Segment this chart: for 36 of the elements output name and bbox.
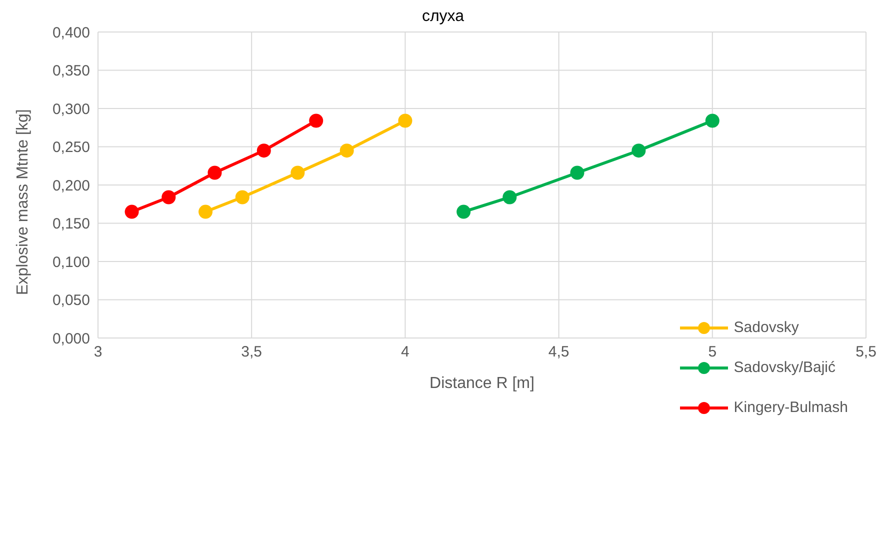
x-axis-title: Distance R [m] — [430, 375, 534, 392]
x-tick-label: 3 — [94, 344, 102, 361]
point — [235, 190, 250, 204]
point — [632, 144, 646, 158]
y-tick-label: 0,300 — [52, 100, 90, 118]
point — [256, 144, 271, 158]
x-tick-label: 3,5 — [241, 344, 262, 361]
point — [398, 114, 412, 128]
y-tick-label: 0,050 — [52, 292, 90, 310]
point — [340, 144, 354, 158]
x-tick-label: 5 — [708, 344, 717, 361]
x-tick-label: 4 — [401, 344, 410, 361]
point — [502, 190, 517, 204]
y-tick-label: 0,400 — [52, 24, 90, 42]
legend-label: Kingery-Bulmash — [734, 398, 848, 418]
y-tick-label: 0,350 — [52, 62, 90, 80]
text: слуха — [420, 8, 466, 26]
x-tick-label: 4,5 — [548, 344, 570, 361]
y-tick-label: 0,100 — [52, 254, 90, 271]
y-axis-title: Explosive mass Mtnte [kg] — [14, 109, 32, 295]
y-tick-label: 0,150 — [52, 216, 90, 233]
point — [705, 114, 720, 128]
point — [309, 114, 324, 128]
point — [570, 166, 584, 180]
x-tick-label: 5,5 — [856, 344, 876, 361]
y-tick-label: 0,200 — [52, 177, 90, 194]
legend-label: Sadovsky/Bajić — [734, 358, 836, 378]
point — [124, 204, 139, 219]
y-tick-label: 0,000 — [52, 330, 90, 348]
point — [208, 166, 222, 180]
point — [456, 204, 471, 219]
point — [162, 190, 176, 204]
point — [198, 204, 213, 219]
point — [290, 166, 305, 180]
y-tick-label: 0,250 — [52, 139, 90, 156]
legend-label: Sadovsky — [734, 318, 799, 338]
